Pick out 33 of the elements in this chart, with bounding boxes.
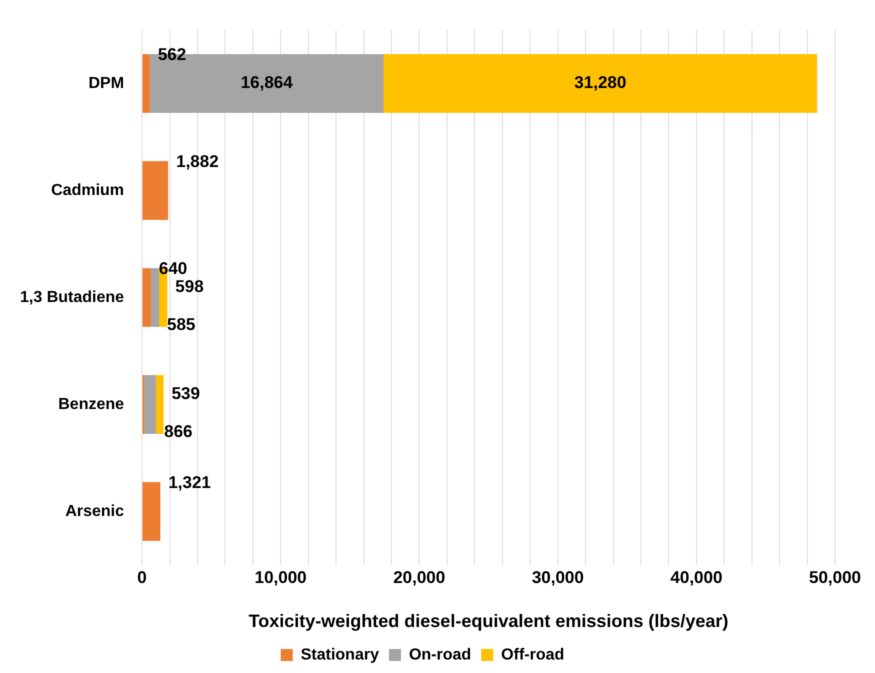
data-label: 585 — [167, 315, 196, 334]
bar — [144, 375, 156, 434]
legend-label: Off-road — [501, 646, 564, 664]
x-tick-label: 30,000 — [532, 568, 584, 587]
data-label: 640 — [158, 259, 188, 278]
y-tick-label: 1,3 Butadiene — [20, 288, 124, 306]
bar — [150, 268, 160, 327]
data-label: 1,882 — [176, 152, 219, 172]
bar — [142, 482, 160, 541]
y-tick-label: Benzene — [58, 396, 124, 413]
data-label: 562 — [158, 45, 186, 64]
data-label: 16,864 — [240, 73, 294, 92]
legend-label: On-road — [408, 646, 472, 664]
data-label: 598 — [175, 277, 204, 296]
x-tick-label: 0 — [137, 568, 147, 587]
data-label: 866 — [164, 422, 192, 442]
x-tick-label: 50,000 — [809, 568, 861, 587]
y-tick-label: Cadmium — [51, 182, 124, 199]
bar — [142, 54, 150, 113]
x-tick-label: 40,000 — [670, 568, 722, 587]
y-tick-label: Arsenic — [65, 502, 124, 520]
x-axis-title: Toxicity-weighted diesel-equivalent emissions (lbs/year) — [248, 611, 728, 632]
data-label: 539 — [172, 384, 200, 404]
bar — [384, 54, 818, 113]
data-label: 1,321 — [168, 473, 211, 492]
legend-label: Stationary — [300, 646, 380, 664]
bar — [156, 375, 164, 434]
x-tick-label: 10,000 — [254, 568, 307, 587]
data-label: 31,280 — [574, 73, 626, 92]
bar — [142, 268, 151, 327]
y-tick-label: DPM — [88, 74, 124, 92]
bar — [142, 161, 168, 220]
x-tick-label: 20,000 — [393, 568, 446, 587]
